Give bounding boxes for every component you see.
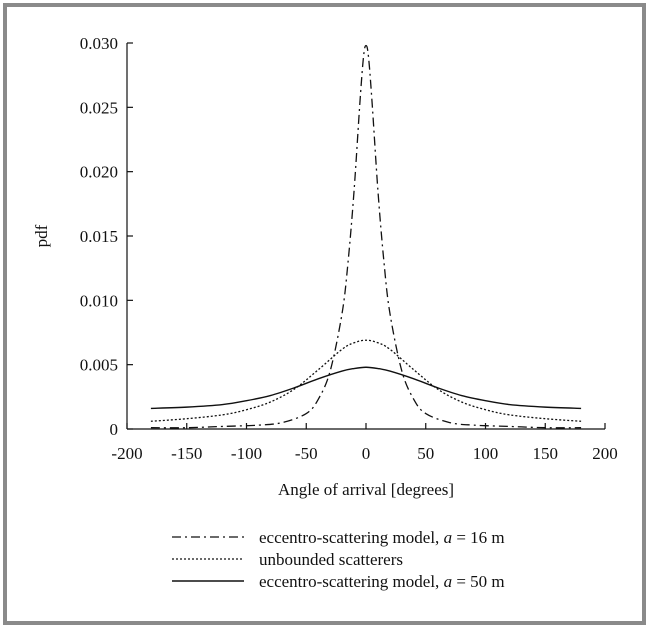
axes bbox=[126, 43, 605, 430]
x-tick-label: 100 bbox=[473, 444, 499, 463]
legend-label-suffix: = 50 m bbox=[452, 572, 505, 591]
legend-label-variable: a bbox=[444, 572, 453, 591]
x-axis-title: Angle of arrival [degrees] bbox=[278, 480, 454, 499]
x-tick-label: -100 bbox=[231, 444, 262, 463]
legend-label-text: eccentro-scattering model, bbox=[259, 572, 444, 591]
y-tick-label: 0.020 bbox=[80, 163, 118, 182]
legend-label-3: eccentro-scattering model, a = 50 m bbox=[259, 572, 505, 591]
legend: eccentro-scattering model, a = 16 m unbou… bbox=[172, 528, 505, 591]
legend-label-text: eccentro-scattering model, bbox=[259, 528, 444, 547]
x-tick-label: -150 bbox=[171, 444, 202, 463]
y-tick-label: 0.025 bbox=[80, 98, 118, 117]
series-line-3 bbox=[150, 366, 582, 410]
y-tick-label: 0.005 bbox=[80, 356, 118, 375]
chart-frame: 0 0.005 0.010 0.015 0.020 0.025 0.030 -200 -150… bbox=[3, 3, 646, 625]
x-tick-label: -200 bbox=[111, 444, 142, 463]
x-tick-label: 0 bbox=[362, 444, 371, 463]
series-layer bbox=[150, 44, 582, 429]
x-tick-label: -50 bbox=[295, 444, 318, 463]
y-ticks: 0 0.005 0.010 0.015 0.020 0.025 0.030 bbox=[80, 34, 133, 439]
chart: 0 0.005 0.010 0.015 0.020 0.025 0.030 -200 -150… bbox=[32, 34, 618, 591]
y-tick-label: 0.010 bbox=[80, 291, 118, 310]
legend-label-text: unbounded scatterers bbox=[259, 550, 403, 569]
y-tick-label: 0.015 bbox=[80, 227, 118, 246]
x-tick-label: 200 bbox=[592, 444, 618, 463]
x-tick-label: 50 bbox=[417, 444, 434, 463]
legend-label-1: eccentro-scattering model, a = 16 m bbox=[259, 528, 505, 547]
x-ticks: -200 -150 -100 -50 0 50 100 150 200 bbox=[111, 423, 618, 463]
y-tick-label: 0 bbox=[110, 420, 119, 439]
y-tick-label: 0.030 bbox=[80, 34, 118, 53]
legend-label-2: unbounded scatterers bbox=[259, 550, 403, 569]
series-line-2 bbox=[150, 339, 582, 422]
legend-label-variable: a bbox=[444, 528, 453, 547]
y-axis-title: pdf bbox=[32, 224, 51, 247]
x-tick-label: 150 bbox=[533, 444, 559, 463]
series-line-1 bbox=[150, 44, 582, 429]
legend-label-suffix: = 16 m bbox=[452, 528, 505, 547]
